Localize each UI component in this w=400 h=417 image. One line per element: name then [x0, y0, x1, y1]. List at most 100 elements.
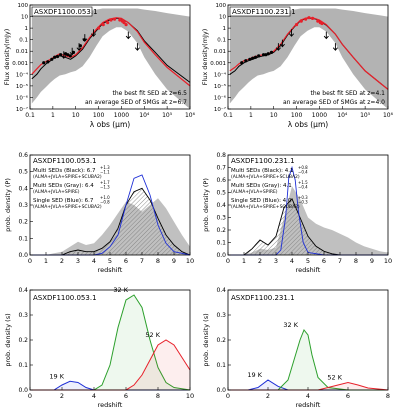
- temp-line: [228, 329, 388, 391]
- x-tick-label: 8: [354, 257, 358, 265]
- y-tick-label: 0.0: [216, 252, 226, 259]
- x-tick-label: 0.1: [223, 112, 233, 119]
- y-axis-label: Flux density(mJy): [201, 29, 209, 86]
- x-tick-label: 7: [338, 257, 342, 265]
- x-tick-label: 6: [346, 392, 350, 400]
- x-tick-label: 6: [322, 257, 326, 265]
- x-tick-label: 6: [124, 392, 128, 400]
- legend-entry: Single SED (Blue): 6.7: [33, 198, 94, 204]
- legend-note: (ALMA+JVLA+SPIRE+SCUBA2): [231, 204, 300, 210]
- x-tick-label: 10: [384, 257, 392, 265]
- legend-entry: Multi SEDs (Gray): 4.1: [231, 183, 292, 189]
- photometry-point: [244, 59, 248, 63]
- x-tick-label: 10⁶: [185, 112, 196, 119]
- x-axis-label: redshift: [296, 266, 321, 274]
- photometry-point: [266, 52, 270, 56]
- x-tick-label: 0.1: [25, 112, 35, 119]
- y-tick-label: 0.01: [16, 49, 28, 55]
- upper-limit-arrow: [125, 31, 131, 40]
- photometry-point: [269, 50, 274, 54]
- legend-note: (ALMA+JVLA+SPIRE+SCUBA2): [33, 174, 102, 180]
- y-tick-label: 0.2: [216, 227, 226, 234]
- legend-entry: Multi SEDs (Gray): 6.4: [33, 183, 94, 189]
- x-tick-label: 100: [291, 112, 303, 119]
- source-label: ASXDF1100.053.1: [33, 294, 97, 302]
- legend-error-minus: −1.1: [100, 170, 110, 175]
- legend-error-plus: +1.7: [100, 180, 110, 185]
- photometry-point: [251, 56, 255, 60]
- y-tick-label: 0.0: [18, 252, 28, 259]
- x-tick-label: 8: [156, 392, 160, 400]
- x-tick-label: 8: [156, 257, 160, 265]
- photometry-point: [66, 53, 70, 57]
- source-label: ASXDF1100.231.1: [231, 157, 295, 165]
- x-tick-label: 10: [270, 112, 278, 119]
- y-tick-label: 10: [21, 15, 28, 21]
- x-axis-label: redshift: [98, 266, 123, 274]
- x-tick-label: 4: [290, 257, 294, 265]
- legend-error-minus: −0.4: [298, 170, 308, 175]
- y-tick-label: 100: [216, 3, 227, 9]
- upper-limit-arrow: [275, 43, 281, 51]
- pz-line-black: [30, 187, 191, 256]
- y-tick-label: 1: [25, 26, 29, 32]
- photometry-point: [71, 50, 76, 54]
- upper-limit-arrow: [61, 51, 67, 59]
- legend-best-fit: the best fit SED at z=6.5: [113, 90, 188, 97]
- legend-note: (ALMA+JVLA+SPIRE): [231, 189, 278, 195]
- temp-label: 19 K: [49, 372, 64, 380]
- legend-error-plus: +1.0: [100, 195, 110, 200]
- photometry-point: [310, 16, 315, 20]
- photometry-point: [307, 16, 311, 20]
- temp-label: 19 K: [247, 371, 262, 379]
- photometry-point: [78, 44, 82, 48]
- source-label: ASXDF1100.053.1: [34, 8, 98, 16]
- x-tick-label: 3: [76, 257, 80, 265]
- x-tick-label: 3: [274, 257, 278, 265]
- x-tick-label: 1: [249, 112, 253, 119]
- pz-line-blue: [228, 165, 388, 256]
- y-tick-label: 0.3: [216, 312, 226, 319]
- y-tick-label: 0.6: [216, 177, 226, 184]
- source-label-box: [229, 6, 291, 17]
- photometry-point: [112, 17, 117, 21]
- x-axis-label: λ obs (μm): [288, 120, 328, 129]
- source-label: ASXDF1100.053.1: [33, 157, 97, 165]
- legend-note: (ALMA+JVLA+SPIRE): [33, 189, 80, 195]
- x-tick-label: 10⁶: [383, 112, 394, 119]
- x-tick-label: 10⁴: [337, 112, 348, 119]
- x-tick-label: 10: [72, 112, 80, 119]
- y-tick-label: 0.2: [18, 337, 28, 344]
- photometry-point: [264, 53, 268, 57]
- y-tick-label: 0.3: [18, 202, 28, 209]
- x-tick-label: 1: [51, 112, 55, 119]
- photometry-point: [248, 57, 252, 61]
- x-tick-label: 0: [28, 257, 32, 265]
- x-axis-label: λ obs (μm): [90, 120, 130, 129]
- x-tick-label: 10⁴: [139, 112, 150, 119]
- photometry-point: [240, 61, 244, 65]
- pz-fill-black: [30, 188, 190, 255]
- y-axis-label: Flux density(mJy): [3, 29, 11, 86]
- photometry-point: [257, 54, 261, 58]
- photometry-point: [106, 20, 110, 25]
- x-tick-label: 0: [226, 392, 230, 400]
- y-tick-label: 0.6: [18, 152, 28, 159]
- sed-frame: [29, 4, 191, 110]
- y-tick-label: 0.5: [18, 169, 28, 176]
- x-tick-label: 10⁵: [162, 112, 173, 119]
- y-tick-label: 0.1: [217, 38, 226, 44]
- photometry-point: [53, 55, 57, 59]
- legend-error-minus: −0.3: [298, 200, 308, 205]
- y-tick-label: 0.4: [216, 287, 226, 294]
- y-tick-label: 0.5: [216, 190, 226, 197]
- x-tick-label: 4: [92, 392, 96, 400]
- upper-limit-arrow: [76, 43, 82, 51]
- legend-entry: Single SED (Blue): 4.0: [231, 198, 292, 204]
- y-tick-label: 0.1: [216, 362, 226, 369]
- y-tick-label: 10⁻⁶: [16, 94, 29, 101]
- y-tick-label: 100: [18, 3, 29, 9]
- x-tick-label: 1: [44, 257, 48, 265]
- y-tick-label: 1: [223, 26, 227, 32]
